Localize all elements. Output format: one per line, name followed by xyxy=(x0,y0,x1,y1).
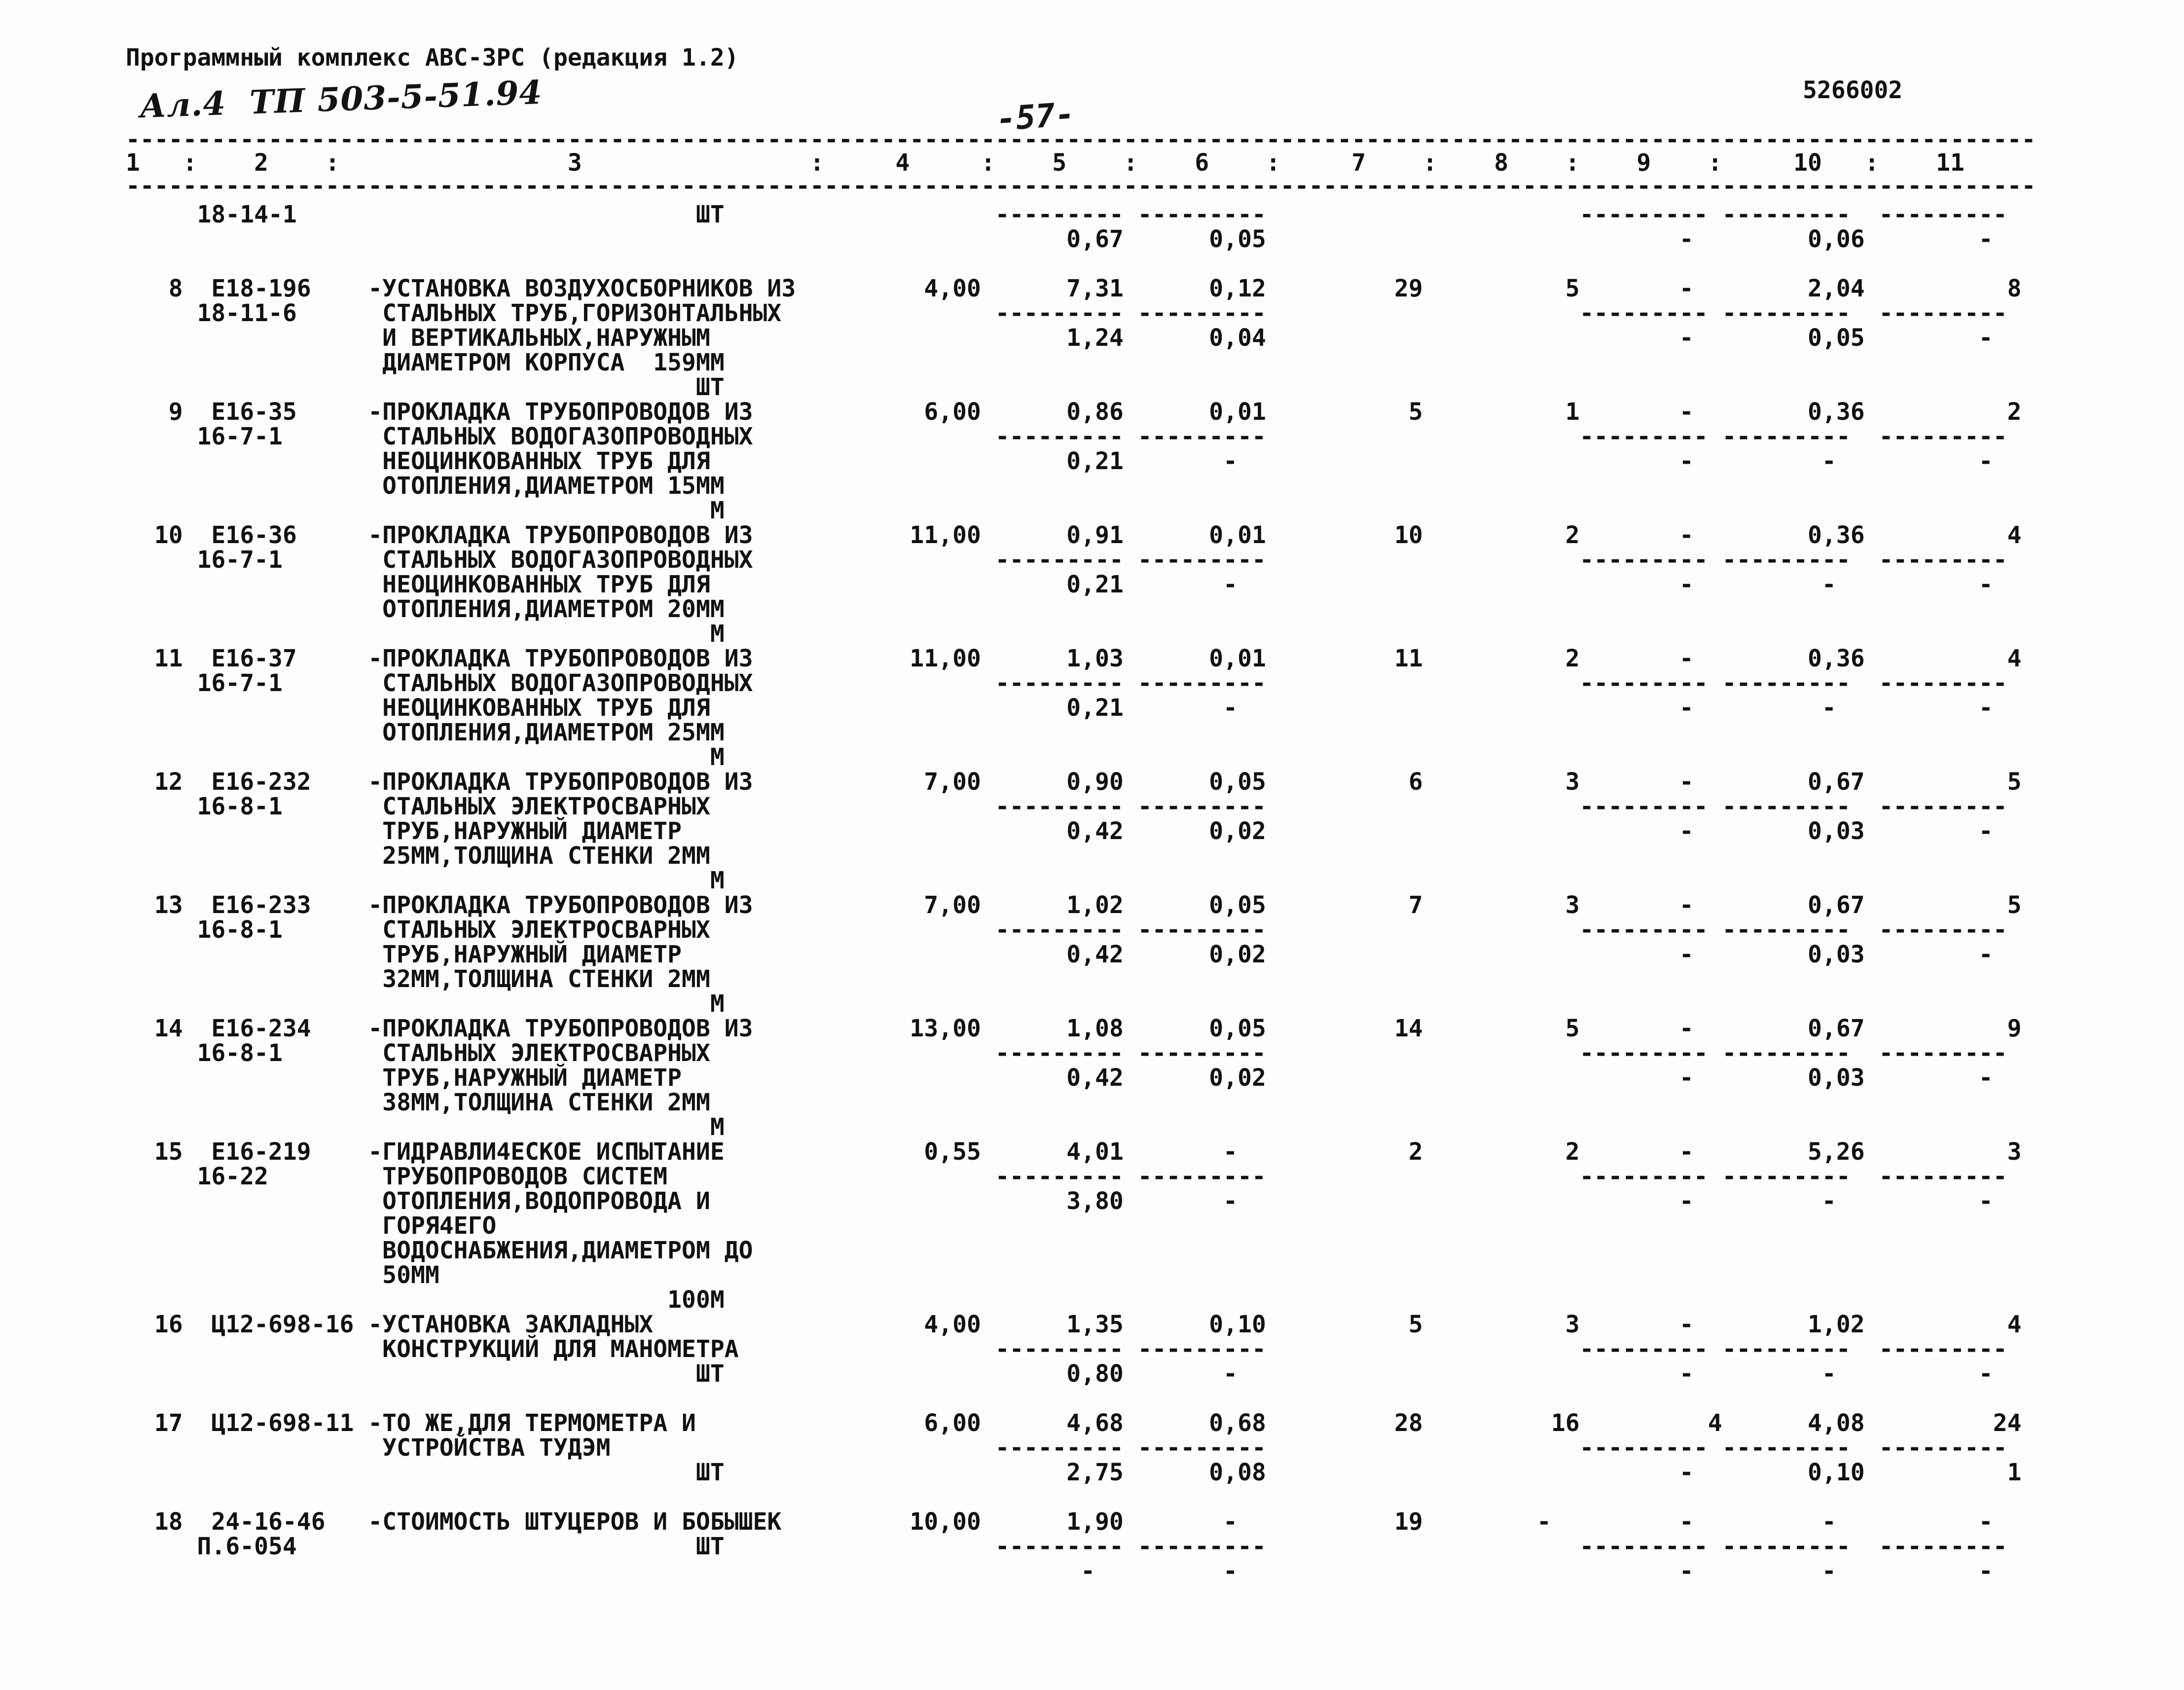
table-row-line: М xyxy=(126,1113,2050,1141)
table-row-line: 16-8-1 СТАЛЬНЫХ ЭЛЕКТРОСВАРНЫХ ---------… xyxy=(126,916,2050,944)
doc-code: 5266002 xyxy=(1803,76,1903,104)
table-row-line: 14 Е16-234 -ПРОКЛАДКА ТРУБОПРОВОДОВ ИЗ 1… xyxy=(126,1015,2050,1042)
table-row-line: ТРУБ,НАРУЖНЫЙ ДИАМЕТР 0,42 0,02 - 0,03 - xyxy=(126,1064,2050,1092)
separator-line: ----------------------------------------… xyxy=(126,172,2036,200)
table-row-line: ДИАМЕТРОМ КОРПУСА 159ММ xyxy=(126,349,2050,376)
table-row-line: 0,67 0,05 - 0,06 - xyxy=(126,225,2050,253)
table-row-line: ОТОПЛЕНИЯ,ДИАМЕТРОМ 20ММ xyxy=(126,595,2050,623)
table-row-line: ОТОПЛЕНИЯ,ВОДОПРОВОДА И 3,80 - - - - xyxy=(126,1187,2050,1215)
table-row-line: ШТ xyxy=(126,373,2050,401)
table-row-line: ТРУБ,НАРУЖНЫЙ ДИАМЕТР 0,42 0,02 - 0,03 - xyxy=(126,941,2050,968)
table-row-line: НЕОЦИНКОВАННЫХ ТРУБ ДЛЯ 0,21 - - - - xyxy=(126,571,2050,598)
table-row-line: ШТ 2,75 0,08 - 0,10 1 xyxy=(126,1459,2050,1486)
table-row-line: 100М xyxy=(126,1286,2050,1314)
table-row-line: 9 Е16-35 -ПРОКЛАДКА ТРУБОПРОВОДОВ ИЗ 6,0… xyxy=(126,398,2050,426)
table-row-line: 16-7-1 СТАЛЬНЫХ ВОДОГАЗОПРОВОДНЫХ ------… xyxy=(126,546,2050,574)
table-row-line: ОТОПЛЕНИЯ,ДИАМЕТРОМ 15ММ xyxy=(126,472,2050,500)
table-row-line: 18-11-6 СТАЛЬНЫХ ТРУБ,ГОРИЗОНТАЛЬНЫХ ---… xyxy=(126,299,2050,327)
table-row-line: ОТОПЛЕНИЯ,ДИАМЕТРОМ 25ММ xyxy=(126,719,2050,746)
table-row-line: - - - - - xyxy=(126,1557,2050,1585)
table-row-line: КОНСТРУКЦИЙ ДЛЯ МАНОМЕТРА --------- ----… xyxy=(126,1335,2050,1363)
table-row-line: 8 Е18-196 -УСТАНОВКА ВОЗДУХОСБОРНИКОВ ИЗ… xyxy=(126,275,2050,302)
table-row-line: НЕОЦИНКОВАННЫХ ТРУБ ДЛЯ 0,21 - - - - xyxy=(126,694,2050,722)
table-row-line: 11 Е16-37 -ПРОКЛАДКА ТРУБОПРОВОДОВ ИЗ 11… xyxy=(126,645,2050,672)
table-row-line: 16 Ц12-698-16 -УСТАНОВКА ЗАКЛАДНЫХ 4,00 … xyxy=(126,1311,2050,1338)
table-row-line: 16-7-1 СТАЛЬНЫХ ВОДОГАЗОПРОВОДНЫХ ------… xyxy=(126,669,2050,697)
table-row-line: ВОДОСНАБЖЕНИЯ,ДИАМЕТРОМ ДО xyxy=(126,1237,2050,1264)
table-row-line: 16-22 ТРУБОПРОВОДОВ СИСТЕМ --------- ---… xyxy=(126,1163,2050,1190)
table-row-line: М xyxy=(126,867,2050,894)
table-row-line: 17 Ц12-698-11 -ТО ЖЕ,ДЛЯ ТЕРМОМЕТРА И 6,… xyxy=(126,1409,2050,1437)
table-row-line: ТРУБ,НАРУЖНЫЙ ДИАМЕТР 0,42 0,02 - 0,03 - xyxy=(126,817,2050,845)
table-row-line: УСТРОЙСТВА ТУДЭМ --------- --------- ---… xyxy=(126,1434,2050,1462)
table-row-line: 15 Е16-219 -ГИДРАВЛИ4ЕСКОЕ ИСПЫТАНИЕ 0,5… xyxy=(126,1138,2050,1166)
table-row-line: М xyxy=(126,497,2050,524)
handwritten-note: Ал.4 ТП 503-5-51.94 xyxy=(139,73,543,126)
table-row-line: 18-14-1 ШТ --------- --------- ---------… xyxy=(126,201,2050,228)
table-row-line: 16-8-1 СТАЛЬНЫХ ЭЛЕКТРОСВАРНЫХ ---------… xyxy=(126,793,2050,820)
table-header-line: 1 : 2 : 3 : 4 : 5 : 6 : 7 : 8 : 9 : 10 :… xyxy=(126,149,2050,177)
table-row-line: 16-7-1 СТАЛЬНЫХ ВОДОГАЗОПРОВОДНЫХ ------… xyxy=(126,423,2050,450)
table-row-line: 16-8-1 СТАЛЬНЫХ ЭЛЕКТРОСВАРНЫХ ---------… xyxy=(126,1039,2050,1067)
table-row-line: 10 Е16-36 -ПРОКЛАДКА ТРУБОПРОВОДОВ ИЗ 11… xyxy=(126,521,2050,549)
table-row-line: М xyxy=(126,990,2050,1018)
table-row-line: 32ММ,ТОЛЩИНА СТЕНКИ 2ММ xyxy=(126,965,2050,993)
table-row-line: НЕОЦИНКОВАННЫХ ТРУБ ДЛЯ 0,21 - - - - xyxy=(126,447,2050,475)
table-row-line: 38ММ,ТОЛЩИНА СТЕНКИ 2ММ xyxy=(126,1089,2050,1116)
table-row-line: П.6-054 ШТ --------- --------- ---------… xyxy=(126,1533,2050,1560)
table-row-line: М xyxy=(126,743,2050,771)
table-row-line: И ВЕРТИКАЛЬНЫХ,НАРУЖНЫМ 1,24 0,04 - 0,05… xyxy=(126,324,2050,352)
table-row-line: 50ММ xyxy=(126,1261,2050,1289)
separator-line: ----------------------------------------… xyxy=(126,126,2036,153)
page-title: Программный комплекс АВС-3РС (редакция 1… xyxy=(126,44,739,72)
table-row-line: 25ММ,ТОЛЩИНА СТЕНКИ 2ММ xyxy=(126,842,2050,870)
table-row-line: ГОРЯ4ЕГО xyxy=(126,1212,2050,1240)
table-row-line: 18 24-16-46 -СТОИМОСТЬ ШТУЦЕРОВ И БОБЫШЕ… xyxy=(126,1508,2050,1536)
table-row-line: М xyxy=(126,620,2050,648)
table-row-line: ШТ 0,80 - - - - xyxy=(126,1360,2050,1388)
table-row-line: 12 Е16-232 -ПРОКЛАДКА ТРУБОПРОВОДОВ ИЗ 7… xyxy=(126,768,2050,796)
table-row-line: 13 Е16-233 -ПРОКЛАДКА ТРУБОПРОВОДОВ ИЗ 7… xyxy=(126,891,2050,919)
